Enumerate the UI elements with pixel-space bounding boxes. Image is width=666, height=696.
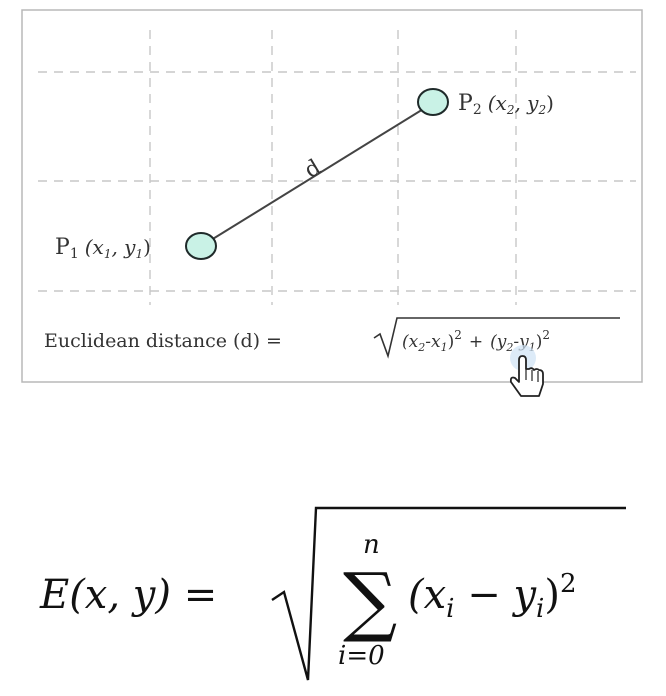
point-p1: [185, 232, 217, 260]
formula-sum-upper: n: [363, 530, 380, 560]
caption-prefix: Euclidean distance (d) =: [44, 330, 282, 352]
point-p2-label: P2 (x2, y2): [458, 91, 554, 118]
caption-sqrt-sign: [373, 317, 620, 359]
formula-sum-symbol: ∑: [343, 556, 397, 645]
hand-pointer-icon: [509, 345, 544, 397]
formula-body: (xi − yi)2: [408, 569, 577, 624]
formula-sqrt-sign: [271, 506, 626, 681]
distance-line: [202, 102, 434, 246]
point-p2: [417, 88, 449, 116]
diagram-frame: [21, 9, 643, 383]
formula-sum-lower: i=0: [338, 641, 385, 671]
grid: [38, 30, 636, 305]
formula-lhs: E(x, y) =: [39, 572, 217, 618]
point-p1-label: P1 (x1, y1): [55, 235, 151, 262]
